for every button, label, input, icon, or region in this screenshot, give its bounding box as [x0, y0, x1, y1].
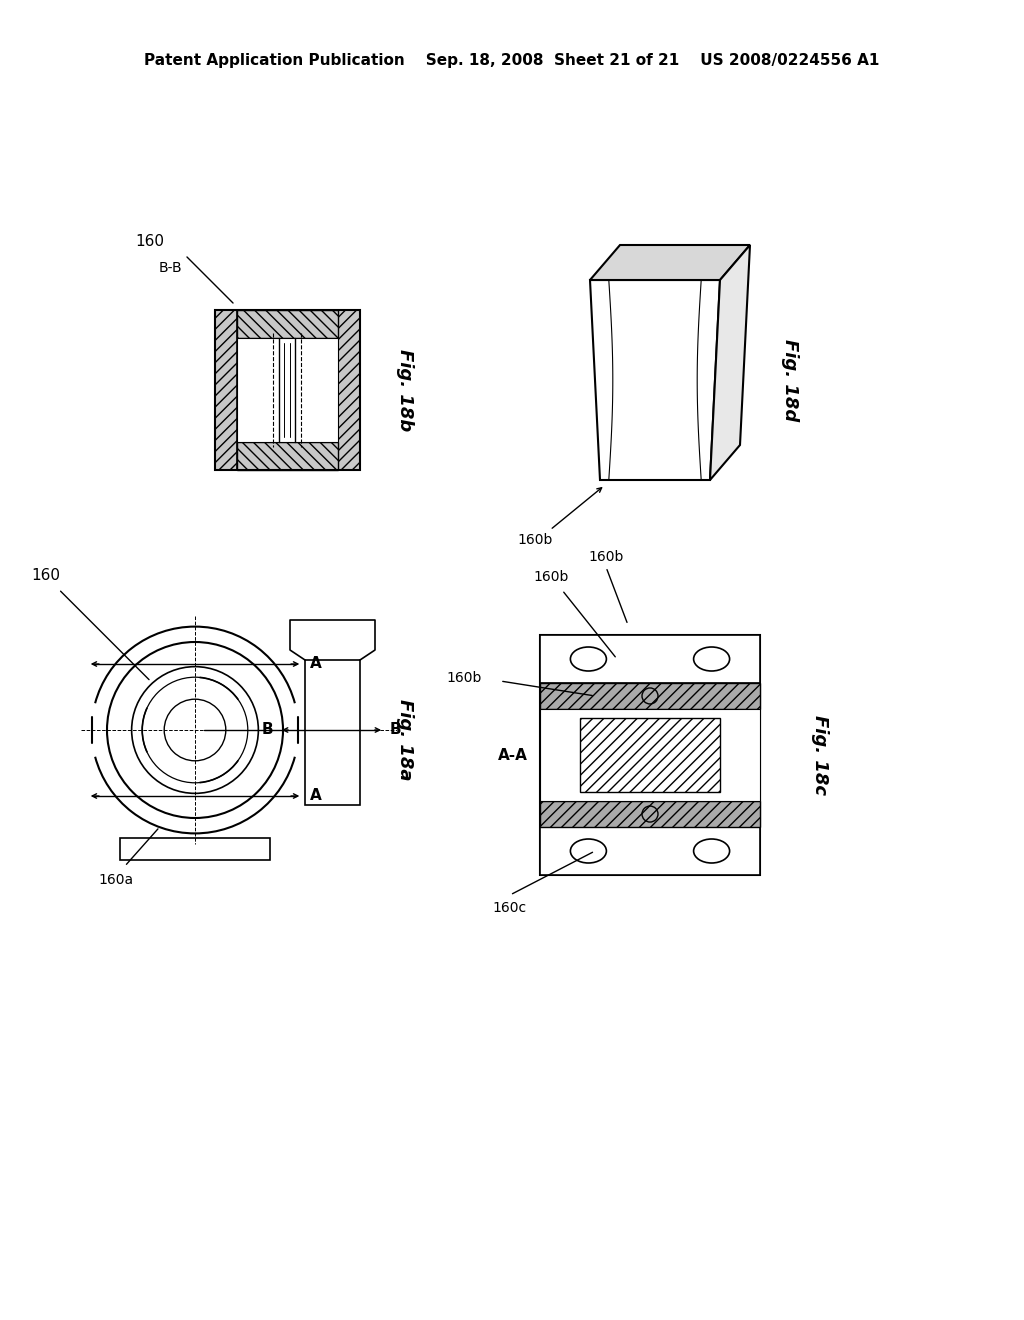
- Ellipse shape: [693, 840, 729, 863]
- Polygon shape: [590, 246, 750, 280]
- Text: Fig. 18c: Fig. 18c: [811, 715, 829, 795]
- Text: Patent Application Publication    Sep. 18, 2008  Sheet 21 of 21    US 2008/02245: Patent Application Publication Sep. 18, …: [144, 53, 880, 67]
- Text: A: A: [310, 656, 322, 672]
- Bar: [237, 338, 338, 442]
- Text: B: B: [261, 722, 273, 738]
- Bar: [540, 709, 760, 801]
- Text: A-A: A-A: [498, 747, 528, 763]
- Ellipse shape: [570, 840, 606, 863]
- Text: 160c: 160c: [493, 902, 527, 915]
- Bar: [540, 682, 760, 709]
- Bar: [580, 718, 721, 792]
- Polygon shape: [590, 280, 720, 480]
- Text: B-B: B-B: [158, 261, 182, 275]
- Bar: [540, 635, 760, 875]
- Text: Fig. 18d: Fig. 18d: [781, 339, 799, 421]
- Bar: [237, 442, 338, 470]
- Bar: [540, 635, 760, 682]
- Text: 160b: 160b: [446, 671, 482, 685]
- Bar: [540, 801, 760, 828]
- Bar: [305, 660, 360, 805]
- Bar: [215, 310, 237, 470]
- Bar: [120, 838, 270, 861]
- Ellipse shape: [693, 647, 729, 671]
- Bar: [237, 310, 338, 338]
- Bar: [338, 310, 360, 470]
- Ellipse shape: [570, 647, 606, 671]
- Text: Fig. 18a: Fig. 18a: [396, 700, 414, 780]
- Text: 160b: 160b: [534, 570, 568, 583]
- Text: Fig. 18b: Fig. 18b: [396, 348, 414, 432]
- Text: B: B: [390, 722, 401, 738]
- Text: 160: 160: [31, 569, 59, 583]
- Text: 160b: 160b: [589, 550, 624, 564]
- Text: 160a: 160a: [98, 873, 133, 887]
- Text: A: A: [310, 788, 322, 804]
- Bar: [215, 310, 360, 470]
- Text: 160: 160: [135, 235, 165, 249]
- Polygon shape: [710, 246, 750, 480]
- Bar: [540, 828, 760, 875]
- Text: 160b: 160b: [517, 533, 553, 546]
